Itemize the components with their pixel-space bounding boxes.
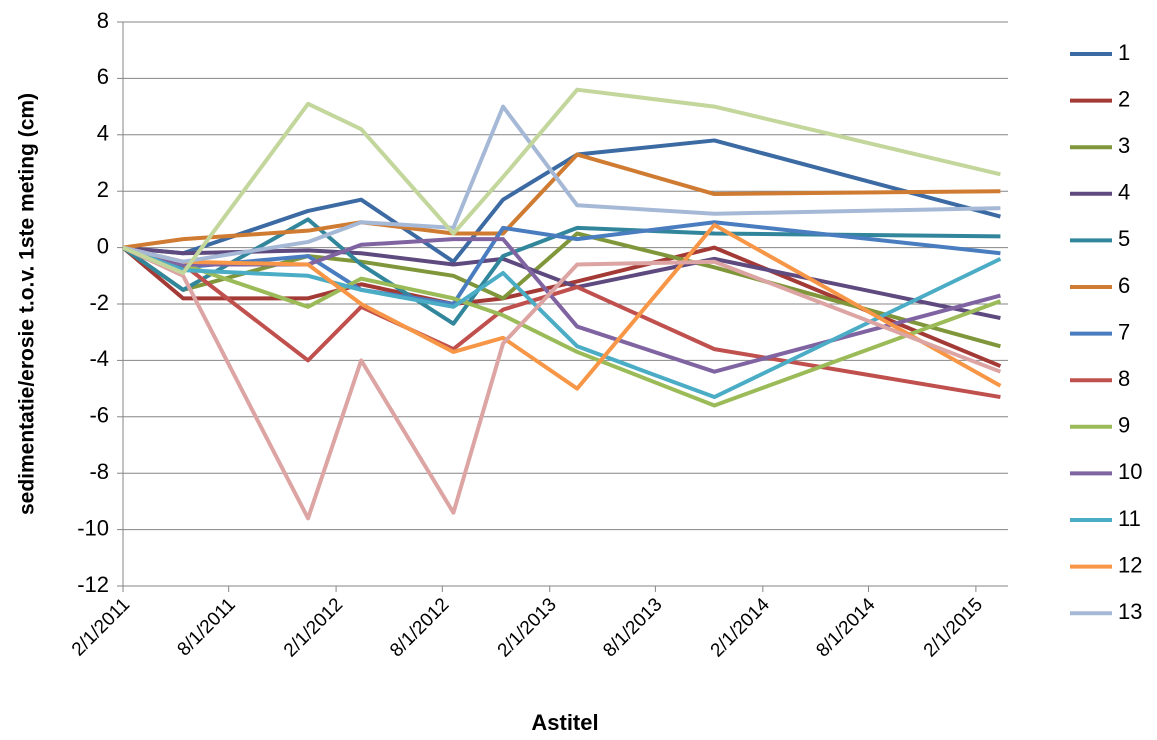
series-line <box>122 245 1002 400</box>
legend-label: 12 <box>1118 552 1142 577</box>
x-tick-label: 2/1/2015 <box>920 594 987 661</box>
x-tick-label: 8/1/2014 <box>812 594 879 661</box>
legend-label: 10 <box>1118 459 1142 484</box>
x-axis-label: Astitel <box>531 710 598 735</box>
legend-label: 4 <box>1118 180 1130 205</box>
legend-label: 3 <box>1118 133 1130 158</box>
x-tick-label: 2/1/2011 <box>68 594 134 660</box>
x-tick-label: 2/1/2012 <box>280 594 347 661</box>
y-tick-label: 0 <box>97 233 109 258</box>
series-line <box>122 245 1002 408</box>
legend-label: 9 <box>1118 413 1130 438</box>
series-line <box>122 138 1001 264</box>
legend-label: 13 <box>1118 599 1142 624</box>
y-tick-label: 6 <box>97 64 109 89</box>
series-line <box>122 104 1001 264</box>
legend-label: 1 <box>1118 40 1130 65</box>
y-axis-label: sedimentatie/erosie t.o.v. 1ste meting (… <box>16 93 39 515</box>
series-line <box>122 223 1002 391</box>
series-line <box>122 87 1001 275</box>
y-tick-label: 8 <box>97 8 109 33</box>
legend-label: 6 <box>1118 273 1130 298</box>
x-tick-label: 2/1/2013 <box>494 594 561 661</box>
series-line <box>122 245 1002 521</box>
x-tick-label: 2/1/2014 <box>707 594 774 661</box>
x-tick-label: 8/1/2012 <box>386 594 453 661</box>
y-tick-label: 4 <box>97 121 109 146</box>
series-line <box>122 245 1001 321</box>
y-tick-label: -2 <box>89 290 109 315</box>
legend-label: 2 <box>1118 86 1130 111</box>
y-tick-label: -4 <box>89 346 109 371</box>
y-tick-label: -10 <box>77 515 109 540</box>
legend-label: 7 <box>1118 319 1130 344</box>
x-tick-label: 8/1/2013 <box>599 594 666 661</box>
y-tick-label: -12 <box>77 572 109 597</box>
y-tick-label: 2 <box>97 177 109 202</box>
series-line <box>122 245 1001 400</box>
x-tick-label: 8/1/2011 <box>174 594 240 660</box>
legend-label: 11 <box>1118 506 1141 531</box>
y-tick-label: -6 <box>89 403 109 428</box>
legend-label: 8 <box>1118 366 1130 391</box>
legend-label: 5 <box>1118 226 1130 251</box>
y-tick-label: -8 <box>89 459 109 484</box>
